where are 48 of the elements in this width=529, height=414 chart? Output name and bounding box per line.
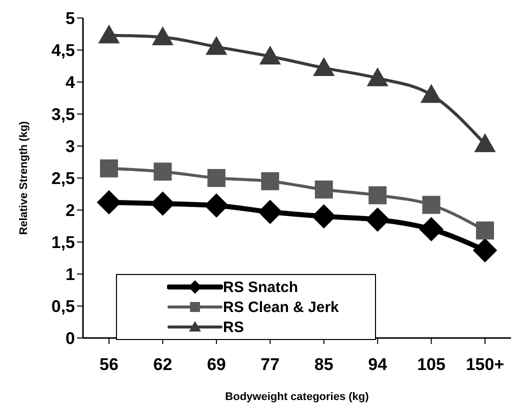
point: [152, 26, 174, 46]
legend-label: RS: [223, 318, 244, 336]
y-tick-label: 2,5: [51, 169, 75, 188]
point: [476, 221, 494, 240]
x-tick-label: 69: [206, 355, 226, 374]
point: [422, 196, 440, 214]
y-tick-label: 3,5: [51, 105, 75, 124]
y-tick-label: 0,5: [51, 297, 75, 316]
y-tick-label: 1,5: [51, 233, 75, 252]
y-tick-label: 4,5: [51, 41, 75, 60]
point: [365, 207, 390, 232]
legend-label: RS Clean & Jerk: [223, 298, 339, 316]
y-tick-label: 4: [66, 73, 76, 92]
point: [154, 162, 172, 181]
point: [312, 204, 336, 229]
point: [98, 24, 120, 44]
point: [258, 200, 282, 224]
point: [419, 217, 444, 242]
point: [368, 186, 387, 204]
point: [100, 159, 118, 178]
x-axis-title: Bodyweight categories (kg): [225, 391, 370, 403]
point: [314, 180, 333, 199]
point: [261, 172, 280, 190]
y-tick-label: 0: [66, 329, 75, 348]
y-tick-label: 2: [66, 201, 75, 220]
y-tick-label: 1: [66, 265, 75, 284]
point: [207, 169, 226, 187]
point: [96, 190, 122, 214]
y-axis-title: Relative Strength (kg): [18, 120, 30, 235]
x-tick-label: 85: [314, 355, 334, 374]
point: [206, 36, 228, 55]
point: [474, 133, 496, 152]
y-tick-label: 3: [66, 137, 75, 156]
x-tick-label: 150+: [466, 355, 504, 374]
y-tick-label: 5: [66, 9, 75, 28]
point: [204, 193, 229, 218]
point: [259, 46, 281, 64]
point: [420, 84, 442, 103]
x-tick-label: 77: [260, 355, 280, 374]
x-tick-label: 56: [100, 355, 118, 374]
point: [313, 57, 335, 76]
x-tick-label: 94: [368, 355, 388, 374]
x-tick-label: 105: [417, 355, 446, 374]
x-tick-label: 62: [153, 355, 172, 374]
point: [472, 238, 498, 262]
legend-label: RS Snatch: [223, 278, 298, 296]
point: [150, 191, 175, 216]
point: [366, 67, 388, 86]
